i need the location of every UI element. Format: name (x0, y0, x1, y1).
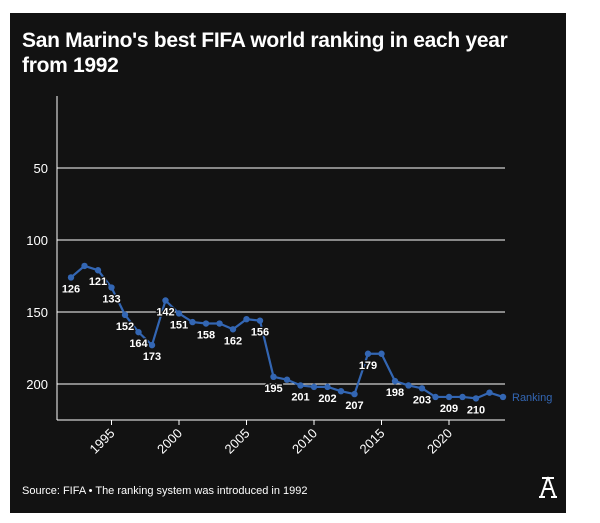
data-point (351, 390, 358, 398)
data-point (472, 395, 480, 402)
data-point (229, 326, 237, 333)
data-point (94, 267, 102, 274)
data-point (175, 310, 183, 317)
y-tick-label: 100 (26, 233, 48, 248)
data-point (486, 389, 493, 396)
x-tick-label: 2005 (222, 426, 253, 457)
data-label: 142 (156, 306, 174, 318)
x-tick-label: 1995 (87, 426, 118, 457)
data-point (459, 393, 466, 401)
data-point (121, 311, 129, 319)
y-tick-label: 150 (26, 305, 48, 320)
data-label: 202 (318, 393, 336, 405)
data-point (108, 284, 115, 291)
data-point (162, 297, 169, 304)
data-point (391, 377, 399, 385)
chart-panel (10, 13, 566, 513)
y-tick-label: 200 (26, 377, 48, 392)
data-label: 179 (359, 360, 377, 372)
data-point (378, 350, 385, 357)
data-point (256, 317, 264, 324)
data-point (499, 393, 507, 401)
data-point (243, 316, 250, 323)
data-point (324, 383, 331, 391)
data-label: 158 (197, 330, 215, 342)
data-label: 209 (440, 403, 458, 415)
data-label: 126 (62, 283, 80, 295)
data-point (337, 388, 345, 395)
data-label: 210 (467, 404, 485, 416)
data-label: 156 (251, 327, 269, 339)
y-tick-label: 50 (34, 161, 48, 176)
data-point (445, 393, 453, 401)
data-label: 164 (129, 338, 148, 350)
data-label: 207 (345, 400, 363, 412)
data-point (216, 320, 223, 327)
data-point (297, 382, 304, 389)
chart-title: San Marino's best FIFA world ranking in … (22, 29, 508, 77)
data-point (418, 385, 426, 392)
data-point (432, 393, 439, 401)
data-point (67, 274, 75, 281)
data-label: 173 (143, 351, 161, 363)
data-label: 151 (170, 319, 188, 331)
data-point (135, 328, 142, 336)
data-point (202, 320, 210, 327)
data-label: 121 (89, 276, 107, 288)
x-tick-label: 2010 (289, 426, 320, 457)
data-label: 133 (102, 294, 120, 306)
x-tick-label: 2015 (357, 426, 388, 457)
data-point (364, 350, 372, 357)
data-point (189, 318, 196, 326)
data-point (148, 341, 156, 349)
data-label: 198 (386, 387, 404, 399)
data-point (283, 376, 291, 383)
data-point (270, 373, 277, 380)
data-point (310, 383, 318, 391)
data-label: 203 (413, 394, 431, 406)
data-point (81, 262, 88, 270)
data-label: 195 (264, 383, 282, 395)
source-note: Source: FIFA • The ranking system was in… (22, 485, 308, 497)
athletic-logo-icon (539, 476, 557, 498)
x-tick-label: 2000 (154, 426, 185, 457)
data-label: 152 (116, 321, 134, 333)
x-tick-label: 2020 (424, 426, 455, 457)
data-label: 162 (224, 335, 242, 347)
series-label: Ranking (512, 392, 552, 404)
data-label: 201 (291, 391, 309, 403)
data-point (405, 382, 412, 389)
